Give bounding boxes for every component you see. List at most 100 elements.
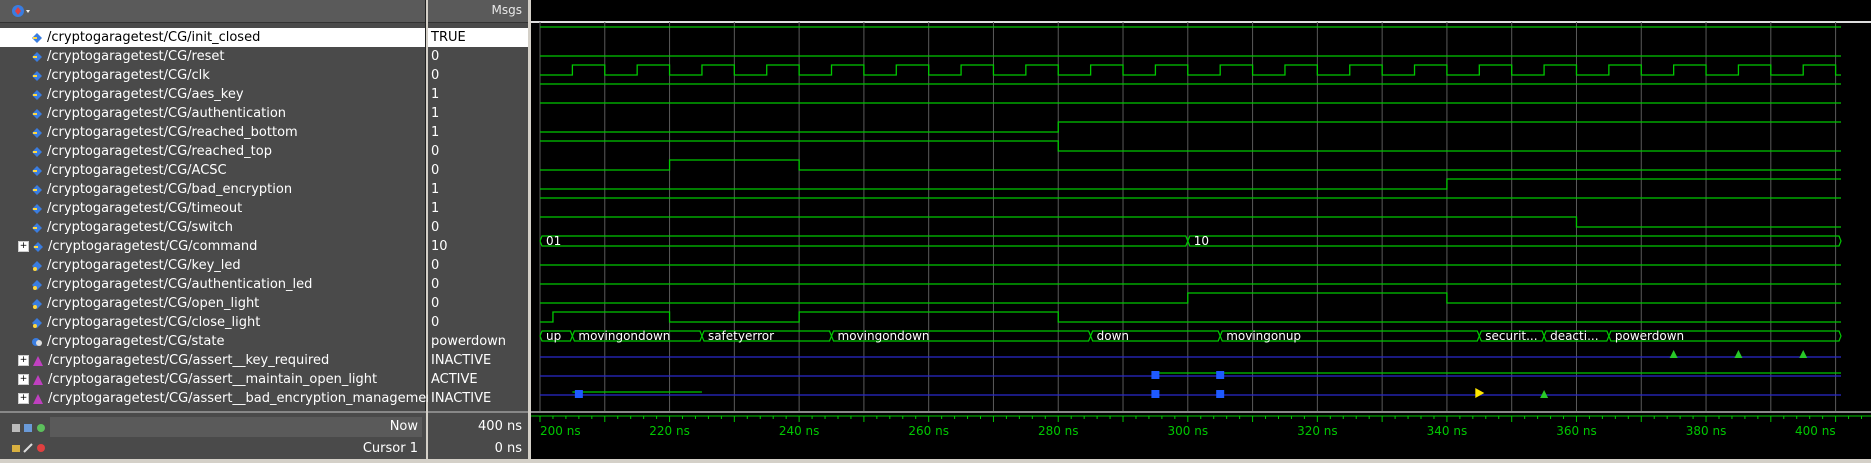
- signal-row[interactable]: + /cryptogaragetest/CG/assert__key_requir…: [0, 351, 425, 370]
- signal-name: /cryptogaragetest/CG/reset: [47, 49, 225, 64]
- footer-values: 400 ns 0 ns: [428, 411, 528, 459]
- input-signal-icon: [32, 239, 48, 254]
- timeline-ruler[interactable]: 200 ns 220 ns 240 ns 260 ns 280 ns 300 ns 320 …: [531, 411, 1871, 459]
- waveform-trace: [540, 292, 1841, 304]
- waveform-trace: [540, 159, 1841, 171]
- waveform-trace: [540, 140, 1841, 152]
- signal-row[interactable]: /cryptogaragetest/CG/aes_key: [0, 85, 425, 104]
- bus-segment: [701, 330, 833, 342]
- signal-row[interactable]: /cryptogaragetest/CG/reached_top: [0, 142, 425, 161]
- expand-toggle-icon[interactable]: +: [18, 374, 29, 385]
- waveform-trace: [540, 311, 1841, 323]
- expand-toggle-icon[interactable]: +: [18, 393, 29, 404]
- ruler-tick-label: 380 ns: [1686, 424, 1727, 438]
- waveform-trace: [540, 64, 1841, 76]
- signal-row[interactable]: /cryptogaragetest/CG/switch: [0, 218, 425, 237]
- signal-row[interactable]: /cryptogaragetest/CG/clk: [0, 66, 425, 85]
- bus-label: 10: [1194, 234, 1209, 248]
- signal-value: 0: [431, 68, 440, 83]
- signal-row[interactable]: /cryptogaragetest/CG/authentication_led: [0, 275, 425, 294]
- signal-row[interactable]: /cryptogaragetest/CG/authentication: [0, 104, 425, 123]
- signal-row[interactable]: + /cryptogaragetest/CG/assert__maintain_o…: [0, 370, 425, 389]
- signal-row[interactable]: + /cryptogaragetest/CG/command: [0, 237, 425, 256]
- signal-name: /cryptogaragetest/CG/reached_bottom: [47, 125, 298, 140]
- bus-label: movingondown: [838, 329, 930, 343]
- bus-segment: [571, 330, 703, 342]
- signal-name: /cryptogaragetest/CG/clk: [47, 68, 210, 83]
- signal-row[interactable]: /cryptogaragetest/CG/ACSC: [0, 161, 425, 180]
- assert-pass-marker: [1799, 350, 1808, 358]
- signal-value: 0: [431, 220, 440, 235]
- expand-toggle-icon[interactable]: +: [18, 355, 29, 366]
- bus-label: securit...: [1485, 329, 1537, 343]
- wave-tool-icon[interactable]: [10, 4, 32, 18]
- bus-segment: [539, 235, 1189, 247]
- assert-fail-marker: [574, 390, 583, 398]
- signal-name: /cryptogaragetest/CG/aes_key: [47, 87, 244, 102]
- now-tools-icon[interactable]: [12, 423, 46, 433]
- waveform-trace: [540, 178, 1841, 190]
- signal-row[interactable]: + /cryptogaragetest/CG/assert__bad_encryp…: [0, 389, 440, 408]
- bus-label: up: [546, 329, 561, 343]
- input-signal-icon: [31, 49, 47, 64]
- bus-segment: [1187, 235, 1842, 247]
- assert-pass-marker: [1734, 350, 1743, 358]
- waveform-pane[interactable]: 01 10 up movingondown safetyerror movingondow…: [531, 0, 1871, 411]
- bus-segment: [1608, 330, 1842, 342]
- signal-name: /cryptogaragetest/CG/state: [47, 334, 225, 349]
- state-signal-icon: [31, 334, 47, 349]
- ruler-tick-label: 320 ns: [1297, 424, 1338, 438]
- signal-row[interactable]: /cryptogaragetest/CG/close_light: [0, 313, 425, 332]
- input-signal-icon: [31, 68, 47, 83]
- cursor-label: Cursor 1: [362, 441, 418, 456]
- ruler-tick-label: 340 ns: [1427, 424, 1468, 438]
- signal-value: 1: [431, 106, 440, 121]
- signal-name: /cryptogaragetest/CG/command: [48, 239, 258, 254]
- signal-row[interactable]: /cryptogaragetest/CG/reset: [0, 47, 425, 66]
- input-signal-icon: [31, 106, 47, 121]
- signal-name: /cryptogaragetest/CG/authentication: [47, 106, 287, 121]
- bus-segment: [1219, 330, 1480, 342]
- signal-row[interactable]: /cryptogaragetest/CG/reached_bottom: [0, 123, 425, 142]
- signal-row[interactable]: /cryptogaragetest/CG/state: [0, 332, 425, 351]
- signal-row[interactable]: /cryptogaragetest/CG/bad_encryption: [0, 180, 425, 199]
- signal-row[interactable]: /cryptogaragetest/CG/timeout: [0, 199, 425, 218]
- timeline-ruler-canvas[interactable]: 200 ns 220 ns 240 ns 260 ns 280 ns 300 ns 320 …: [531, 413, 1871, 459]
- cursor-value: 0 ns: [494, 441, 522, 456]
- signal-name: /cryptogaragetest/CG/bad_encryption: [47, 182, 293, 197]
- input-signal-icon: [31, 201, 47, 216]
- bus-segment: [1089, 330, 1221, 342]
- cursor-tools-icon[interactable]: [12, 443, 46, 453]
- signal-name: /cryptogaragetest/CG/timeout: [47, 201, 243, 216]
- signal-name: /cryptogaragetest/CG/open_light: [47, 296, 260, 311]
- signal-value: TRUE: [428, 28, 528, 47]
- assert-signal-icon: [32, 372, 48, 387]
- ruler-tick-label: 360 ns: [1556, 424, 1597, 438]
- output-signal-icon: [31, 277, 47, 292]
- assert-fail-marker: [1216, 371, 1225, 379]
- signal-name: /cryptogaragetest/CG/assert__key_require…: [48, 353, 330, 368]
- bus-segment: [539, 330, 574, 342]
- values-header: Msgs: [428, 0, 528, 23]
- input-signal-icon: [31, 87, 47, 102]
- ruler-tick-label: 300 ns: [1168, 424, 1209, 438]
- bus-segment: [1478, 330, 1545, 342]
- waveform-canvas[interactable]: 01 10 up movingondown safetyerror movingondow…: [531, 0, 1871, 411]
- ruler-tick-label: 260 ns: [908, 424, 949, 438]
- input-signal-icon: [31, 125, 47, 140]
- bus-label: powerdown: [1615, 329, 1684, 343]
- signal-row[interactable]: /cryptogaragetest/CG/key_led: [0, 256, 425, 275]
- msgs-label: Msgs: [491, 3, 522, 17]
- bus-label: movingondown: [578, 329, 670, 343]
- signal-value: 0: [431, 258, 440, 273]
- signal-row[interactable]: /cryptogaragetest/CG/open_light: [0, 294, 425, 313]
- ruler-tick-label: 220 ns: [649, 424, 690, 438]
- signal-value: 10: [431, 239, 448, 254]
- assert-signal-icon: [32, 391, 48, 406]
- signal-row[interactable]: /cryptogaragetest/CG/init_closed: [0, 28, 425, 47]
- expand-toggle-icon[interactable]: +: [18, 241, 29, 252]
- ruler-tick-label: 240 ns: [779, 424, 820, 438]
- bus-label: deacti...: [1550, 329, 1598, 343]
- signal-values-pane: Msgs TRUE 0 0 1 1 1 0 0 1 1 0 10 0 0 0 0 powerdown INACTI…: [428, 0, 528, 411]
- signal-value: 1: [431, 125, 440, 140]
